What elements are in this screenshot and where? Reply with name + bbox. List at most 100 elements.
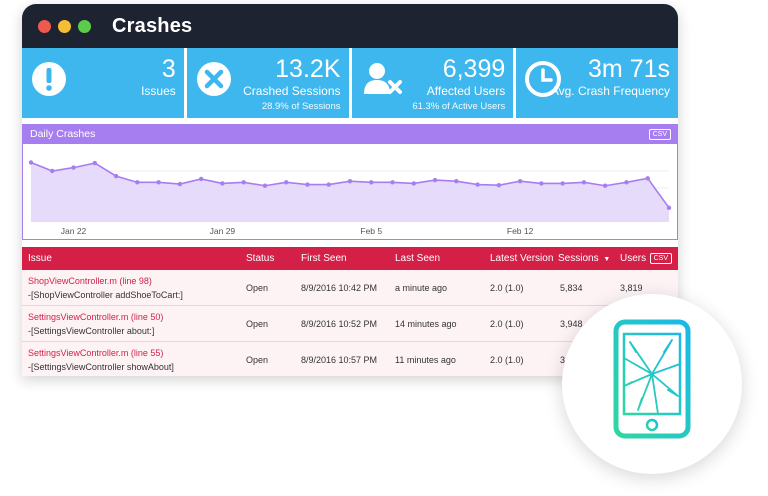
issue-sessions: 5,834 [560, 283, 583, 293]
cracked-phone-icon [613, 319, 691, 439]
chart-header: Daily Crashes CSV [23, 125, 677, 144]
issue-version: 2.0 (1.0) [490, 319, 524, 329]
stat-label: Crashed Sessions [243, 84, 341, 98]
table-row[interactable]: SettingsViewController.m (line 50) -[Set… [22, 306, 678, 342]
minimize-button[interactable] [58, 19, 71, 33]
chart-point[interactable] [369, 180, 374, 185]
column-users[interactable]: Users [620, 253, 647, 264]
chart-point[interactable] [411, 181, 416, 186]
table-csv-button[interactable]: CSV [649, 253, 672, 264]
chart-point[interactable] [347, 179, 353, 184]
chart-point[interactable] [454, 179, 459, 184]
issue-file-link[interactable]: SettingsViewController.m (line 55) [28, 348, 164, 358]
stat-label: Avg. Crash Frequency [550, 84, 670, 98]
chart-point[interactable] [539, 181, 544, 186]
chart-point[interactable] [198, 176, 204, 182]
chart-point[interactable] [135, 180, 140, 185]
chart-point[interactable] [560, 181, 565, 186]
issue-first-seen: 8/9/2016 10:57 PM [301, 355, 378, 365]
issue-status: Open [246, 283, 269, 293]
chart-point[interactable] [603, 183, 608, 188]
table-row[interactable]: ShopViewController.m (line 98) -[ShopVie… [22, 270, 678, 306]
window-title: Crashes [112, 14, 193, 37]
stat-issues[interactable]: 3 Issues [22, 48, 184, 118]
issue-status: Open [246, 319, 269, 329]
issue-last-seen: a minute ago [395, 283, 448, 293]
issue-version: 2.0 (1.0) [490, 355, 524, 365]
stat-value: 3 [161, 55, 176, 83]
column-sessions[interactable]: Sessions ▼ [558, 247, 610, 271]
chart-point[interactable] [496, 182, 502, 188]
stat-sub: 28.9% of Sessions [261, 101, 341, 112]
stat-value: 13.2K [275, 55, 341, 83]
chart-point[interactable] [581, 180, 587, 185]
table-header: Issue Status First Seen Last Seen Latest… [22, 247, 678, 270]
x-tick-label: Jan 29 [210, 226, 236, 236]
chart-point[interactable] [262, 183, 268, 188]
stat-label: Affected Users [426, 84, 506, 98]
x-circle-icon [196, 62, 231, 96]
issue-method: -[SettingsViewController showAbout] [28, 362, 174, 372]
chart-point[interactable] [517, 179, 523, 184]
maximize-button[interactable] [78, 19, 91, 33]
column-status[interactable]: Status [246, 253, 275, 264]
stat-sub: 61.3% of Active Users [412, 101, 506, 112]
chart-point[interactable] [113, 173, 119, 179]
stat-crashed-sessions[interactable]: 13.2K Crashed Sessions 28.9% of Sessions [186, 48, 349, 118]
user-remove-icon [363, 63, 402, 94]
chart-point[interactable] [220, 181, 225, 186]
issue-last-seen: 11 minutes ago [395, 355, 456, 365]
chart-title: Daily Crashes [30, 128, 96, 140]
issue-sessions: 3,948 [560, 319, 583, 329]
x-tick-label: Jan 22 [61, 226, 87, 236]
chart-point[interactable] [241, 180, 246, 185]
issue-method: -[ShopViewController addShoeToCart:] [28, 290, 183, 300]
chart-point[interactable] [326, 182, 331, 187]
issues-table: Issue Status First Seen Last Seen Latest… [22, 247, 678, 376]
stat-crash-frequency[interactable]: 3m 71s Avg. Crash Frequency [516, 48, 678, 118]
column-first-seen[interactable]: First Seen [301, 253, 347, 264]
chart-area [31, 162, 669, 222]
chart-point[interactable] [305, 182, 310, 187]
stat-label: Issues [141, 84, 176, 98]
chart-point[interactable] [645, 176, 650, 181]
issue-file-link[interactable]: SettingsViewController.m (line 50) [28, 312, 164, 322]
issue-users: 3,819 [620, 283, 643, 293]
issue-first-seen: 8/9/2016 10:42 PM [301, 283, 378, 293]
chart-point[interactable] [432, 177, 438, 183]
x-tick-label: Feb 12 [507, 226, 534, 236]
column-issue[interactable]: Issue [28, 253, 52, 264]
chart-point[interactable] [71, 165, 76, 170]
column-sessions-label: Sessions [558, 253, 599, 264]
sort-desc-icon: ▼ [603, 256, 611, 263]
title-bar: Crashes [22, 4, 678, 48]
issue-first-seen: 8/9/2016 10:52 PM [301, 319, 378, 329]
chart-point[interactable] [50, 168, 55, 174]
chart-point[interactable] [177, 181, 183, 187]
chart-point[interactable] [475, 182, 480, 187]
chart-point[interactable] [390, 180, 395, 185]
chart-point[interactable] [156, 180, 161, 185]
issue-version: 2.0 (1.0) [490, 283, 524, 293]
issue-file-link[interactable]: ShopViewController.m (line 98) [28, 276, 152, 286]
chart-point[interactable] [284, 180, 289, 185]
close-button[interactable] [38, 19, 51, 33]
issue-last-seen: 14 minutes ago [395, 319, 457, 329]
chart-point[interactable] [92, 160, 98, 166]
stats-row: 3 Issues 13.2K Crashed Sessions 28.9% of… [22, 48, 678, 118]
stat-value: 3m 71s [588, 55, 670, 83]
chart-point[interactable] [624, 180, 629, 185]
crashes-window: Crashes 3 Issues 13.2K Crashed Sessions … [22, 4, 678, 376]
column-last-seen[interactable]: Last Seen [395, 253, 441, 264]
x-tick-label: Feb 5 [360, 226, 382, 236]
chart-csv-button[interactable]: CSV [648, 129, 671, 140]
column-latest-version[interactable]: Latest Version [490, 253, 554, 264]
stat-value: 6,399 [442, 55, 506, 83]
issue-sessions: 3 [560, 355, 566, 365]
exclamation-icon [32, 62, 66, 96]
chart-point[interactable] [666, 205, 672, 211]
stat-affected-users[interactable]: 6,399 Affected Users 61.3% of Active Use… [351, 48, 514, 118]
chart-point[interactable] [28, 160, 34, 165]
